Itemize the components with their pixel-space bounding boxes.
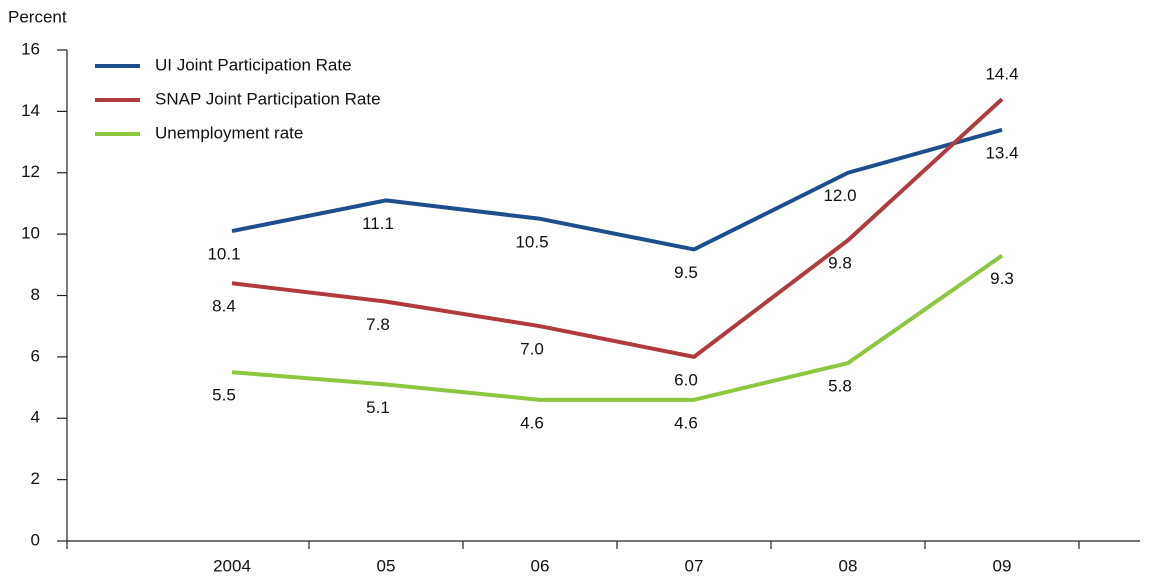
data-label: 6.0: [674, 370, 698, 389]
y-tick-label: 6: [31, 346, 40, 365]
data-label: 9.8: [828, 254, 852, 273]
data-label: 5.1: [366, 398, 390, 417]
data-label: 14.4: [985, 65, 1018, 84]
data-label: 5.5: [212, 386, 236, 405]
x-tick-label: 05: [377, 556, 396, 575]
y-tick-label: 0: [31, 530, 40, 549]
data-label: 8.4: [212, 297, 236, 316]
data-label: 9.3: [990, 269, 1014, 288]
data-label: 7.0: [520, 340, 544, 359]
data-label: 10.1: [207, 245, 240, 264]
x-tick-label: 06: [531, 556, 550, 575]
x-tick-label: 09: [993, 556, 1012, 575]
series-line: [231, 127, 1003, 252]
x-tick-label: 08: [839, 556, 858, 575]
y-tick-label: 2: [31, 469, 40, 488]
y-tick-label: 10: [21, 224, 40, 243]
data-label: 5.8: [828, 376, 852, 395]
data-label: 12.0: [823, 186, 856, 205]
data-label: 9.5: [674, 263, 698, 282]
data-label: 11.1: [362, 214, 394, 233]
data-label: 4.6: [674, 413, 698, 432]
data-label: 4.6: [520, 413, 544, 432]
data-label: 13.4: [985, 143, 1018, 162]
y-tick-label: 16: [21, 39, 40, 58]
legend-label: SNAP Joint Participation Rate: [155, 89, 381, 108]
series-line: [231, 97, 1004, 359]
legend-label: Unemployment rate: [155, 123, 303, 142]
y-axis-label: Percent: [8, 7, 67, 26]
data-label: 7.8: [366, 315, 390, 334]
x-tick-label: 07: [685, 556, 704, 575]
legend-label: UI Joint Participation Rate: [155, 55, 352, 74]
x-tick-label: 2004: [213, 556, 251, 575]
y-tick-label: 14: [21, 101, 40, 120]
y-tick-label: 8: [31, 285, 40, 304]
series-line: [231, 253, 1004, 402]
data-label: 10.5: [515, 232, 548, 251]
y-tick-label: 12: [21, 162, 40, 181]
y-tick-label: 4: [31, 408, 40, 427]
